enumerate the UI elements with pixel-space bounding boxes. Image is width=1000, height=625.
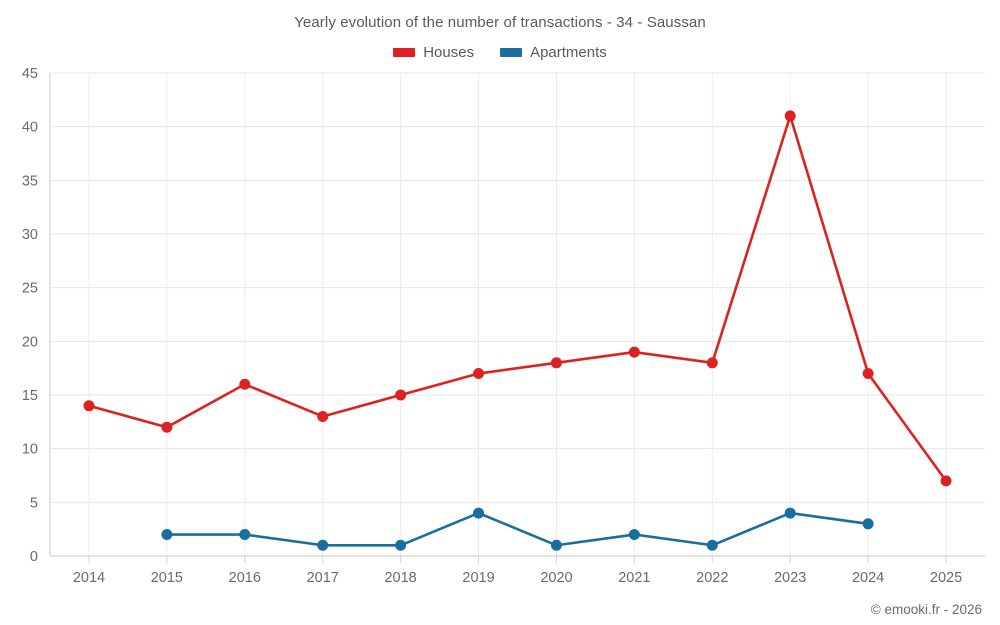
y-tick-label: 35 xyxy=(22,173,38,189)
legend-swatch-houses xyxy=(393,48,416,57)
data-point-houses[interactable] xyxy=(862,368,874,380)
data-point-apartments[interactable] xyxy=(550,539,562,551)
data-point-apartments[interactable] xyxy=(395,539,407,551)
y-axis-tick-labels: 0 5 10 15 20 25 30 35 40 45 xyxy=(22,66,38,565)
gridlines xyxy=(50,72,985,557)
data-point-apartments[interactable] xyxy=(161,529,173,541)
legend-swatch-apartments xyxy=(500,48,523,57)
x-tick-label: 2017 xyxy=(307,570,339,586)
data-point-houses[interactable] xyxy=(550,357,562,369)
x-tick-label: 2021 xyxy=(618,570,650,586)
data-point-houses[interactable] xyxy=(628,346,640,358)
legend-label-apartments: Apartments xyxy=(530,44,607,61)
x-axis-tick-labels: 2014 2015 2016 2017 2018 2019 2020 2021 2022 2023… xyxy=(73,570,962,586)
x-tick-label: 2025 xyxy=(930,570,962,586)
axis-lines xyxy=(49,73,985,557)
y-tick-label: 15 xyxy=(22,388,38,404)
x-tick-label: 2023 xyxy=(774,570,806,586)
x-tick-label: 2022 xyxy=(696,570,728,586)
data-point-houses[interactable] xyxy=(706,357,718,369)
legend-item-apartments[interactable]: Apartments xyxy=(500,44,607,61)
x-tick-label: 2024 xyxy=(852,570,884,586)
series-line-houses xyxy=(87,114,948,483)
data-point-houses[interactable] xyxy=(784,110,796,122)
data-series-layer xyxy=(83,110,952,551)
data-point-houses[interactable] xyxy=(239,378,251,390)
y-tick-label: 5 xyxy=(30,495,38,511)
data-point-apartments[interactable] xyxy=(706,539,718,551)
y-tick-label: 30 xyxy=(22,227,38,243)
y-tick-label: 45 xyxy=(22,66,38,82)
data-point-apartments[interactable] xyxy=(784,507,796,519)
data-point-apartments[interactable] xyxy=(239,529,251,541)
x-tick-label: 2018 xyxy=(384,570,416,586)
data-point-houses[interactable] xyxy=(940,475,952,487)
data-point-houses[interactable] xyxy=(473,368,485,380)
x-tick-label: 2016 xyxy=(229,570,261,586)
x-tick-label: 2015 xyxy=(151,570,183,586)
x-tick-marks xyxy=(88,556,947,563)
chart-title: Yearly evolution of the number of transa… xyxy=(294,14,706,31)
y-tick-label: 20 xyxy=(22,334,38,350)
y-tick-label: 10 xyxy=(22,442,38,458)
series-line-apartments xyxy=(165,511,870,547)
data-point-apartments[interactable] xyxy=(862,518,874,530)
y-tick-label: 40 xyxy=(22,120,38,136)
chart-legend: Houses Apartments xyxy=(0,44,1000,61)
x-tick-label: 2020 xyxy=(540,570,572,586)
data-point-apartments[interactable] xyxy=(473,507,485,519)
data-point-apartments[interactable] xyxy=(628,529,640,541)
data-point-houses[interactable] xyxy=(395,389,407,401)
data-point-houses[interactable] xyxy=(161,421,173,433)
legend-label-houses: Houses xyxy=(423,44,475,61)
x-tick-label: 2019 xyxy=(462,570,494,586)
data-point-houses[interactable] xyxy=(317,410,329,422)
x-tick-label: 2014 xyxy=(73,570,105,586)
data-point-apartments[interactable] xyxy=(317,539,329,551)
attribution-footer: © emooki.fr - 2026 xyxy=(870,602,982,617)
legend-item-houses[interactable]: Houses xyxy=(393,44,474,61)
data-point-houses[interactable] xyxy=(83,400,95,412)
y-tick-label: 25 xyxy=(22,281,38,297)
y-tick-label: 0 xyxy=(30,549,38,565)
